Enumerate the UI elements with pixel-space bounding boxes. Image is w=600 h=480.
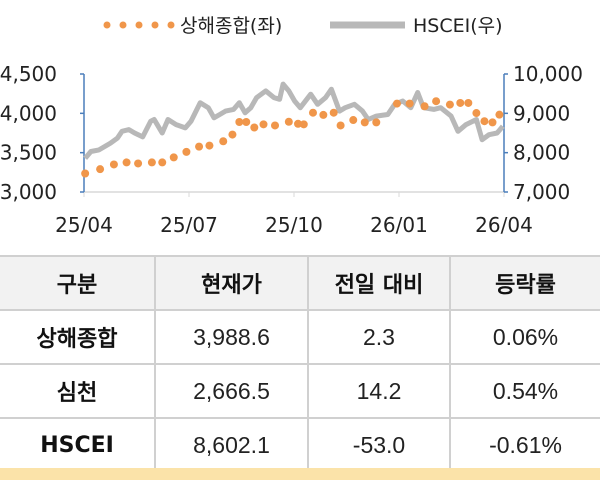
shanghai-point [195,142,204,151]
shanghai-point [250,123,259,132]
shanghai-point [242,117,251,126]
shanghai-point [259,120,268,129]
shanghai-point [147,158,156,167]
y-left-tick-label: 4,500 [0,62,57,86]
shanghai-point [294,119,303,128]
shanghai-point [336,121,345,130]
shanghai-point [480,117,489,126]
x-tick-label: 25/04 [55,213,113,237]
shanghai-point [495,110,504,119]
shanghai-point [456,98,465,107]
table-row: 심천 2,666.5 14.2 0.54% [0,363,600,419]
y-right-tick-label: 7,000 [513,180,570,204]
shanghai-point [235,117,244,126]
x-tick-label: 26/04 [475,213,533,237]
row-rate: 0.54% [449,363,600,419]
shanghai-point [299,120,308,129]
y-right-tick-label: 9,000 [513,101,570,125]
header-change: 전일 대비 [307,255,451,311]
legend-dot-icon [119,21,127,29]
row-change: 14.2 [307,363,451,419]
shanghai-point [109,160,118,169]
shanghai-point [158,158,167,167]
shanghai-point [284,117,293,126]
row-name: 심천 [0,363,156,419]
x-tick-label: 26/01 [370,213,428,237]
legend-dot-icon [135,21,143,29]
row-rate: 0.06% [449,309,600,365]
index-table: 구분 현재가 전일 대비 등락률 상해종합 3,988.6 2.3 0.06% … [0,255,600,473]
x-tick-label: 25/10 [265,213,323,237]
row-current: 2,666.5 [154,363,309,419]
y-right-tick-label: 8,000 [513,141,570,165]
legend-dot-icon [167,21,175,29]
shanghai-point [219,137,228,146]
header-current: 현재가 [154,255,309,311]
row-rate: -0.61% [449,417,600,473]
row-name: 상해종합 [0,309,156,365]
row-change: 2.3 [307,309,451,365]
shanghai-point [392,99,401,108]
row-current: 8,602.1 [154,417,309,473]
shanghai-point [182,147,191,156]
y-left-tick-label: 3,500 [0,141,57,165]
legend-dot-icon [103,21,111,29]
shanghai-point [122,158,131,167]
shanghai-point [329,108,338,117]
x-tick-label: 25/07 [160,213,218,237]
shanghai-point [360,118,369,127]
legend-hscei: HSCEI(우) [413,15,503,37]
footer-strip [0,468,600,480]
row-current: 3,988.6 [154,309,309,365]
header-category: 구분 [0,255,156,311]
y-right-tick-label: 10,000 [513,62,583,86]
y-left-tick-label: 4,000 [0,101,57,125]
shanghai-point [445,100,454,109]
shanghai-point [319,110,328,119]
shanghai-point [308,108,317,117]
shanghai-point [420,102,429,111]
shanghai-point [372,118,381,127]
table-header-row: 구분 현재가 전일 대비 등락률 [0,255,600,311]
shanghai-point [464,98,473,107]
row-name: HSCEI [0,417,156,473]
row-change: -53.0 [307,417,451,473]
hscei-line [83,81,505,160]
legend-dot-icon [151,21,159,29]
index-chart: 상해종합(좌) HSCEI(우) 25/04 25/07 25/10 26/01 26/04… [0,15,583,237]
table-row: HSCEI 8,602.1 -53.0 -0.61% [0,417,600,473]
shanghai-point [228,130,237,139]
shanghai-point [488,118,497,127]
shanghai-point [405,99,414,108]
shanghai-point [134,159,143,168]
legend-shanghai: 상해종합(좌) [180,15,282,37]
shanghai-point [349,116,358,125]
shanghai-point [169,153,178,162]
shanghai-point [81,169,90,178]
shanghai-point [432,97,441,106]
shanghai-point [472,109,481,118]
shanghai-point [271,121,280,130]
y-left-tick-label: 3,000 [0,180,57,204]
shanghai-point [96,165,105,174]
table-row: 상해종합 3,988.6 2.3 0.06% [0,309,600,365]
shanghai-point [205,141,214,150]
header-rate: 등락률 [449,255,600,311]
